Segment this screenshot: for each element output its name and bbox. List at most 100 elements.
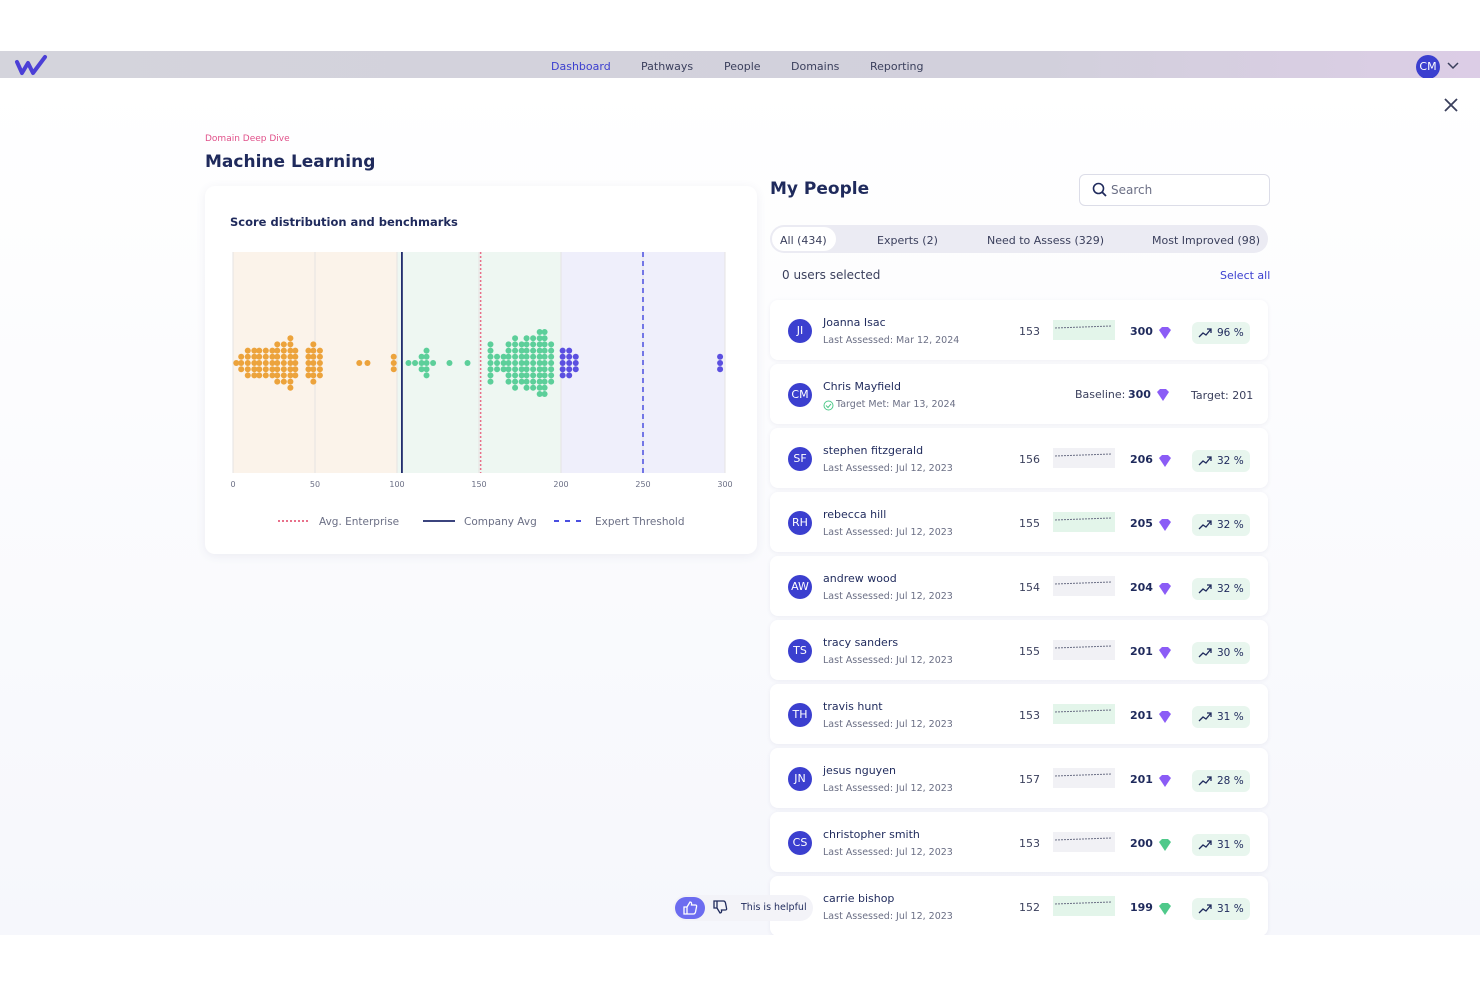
- score-dot: [523, 360, 530, 366]
- gem: [1159, 903, 1171, 915]
- gem: [1159, 327, 1171, 339]
- sparkline-bg: [1053, 640, 1115, 660]
- logo[interactable]: [14, 54, 50, 76]
- user-menu-chevron[interactable]: [1446, 61, 1460, 71]
- person-row[interactable]: TS tracy sanders Last Assessed: Jul 12, 20…: [770, 620, 1268, 680]
- gem-icon: [1159, 839, 1171, 851]
- person-row[interactable]: TH travis hunt Last Assessed: Jul 12, 2023…: [770, 684, 1268, 744]
- close-button[interactable]: [1443, 97, 1459, 113]
- sparkline-line: [1054, 709, 1112, 713]
- nav-link[interactable]: People: [724, 60, 761, 73]
- person-name: christopher smith: [823, 828, 920, 841]
- gem-icon: [1157, 389, 1169, 401]
- score-dot: [274, 372, 281, 379]
- score-dot: [316, 360, 323, 366]
- gem-icon: [1159, 903, 1171, 915]
- score-dot: [505, 341, 512, 348]
- sparkline-line: [1054, 645, 1112, 649]
- score: 300: [1128, 388, 1151, 401]
- thumbs-up[interactable]: [675, 897, 705, 919]
- score-dot: [512, 353, 519, 360]
- person-status: Last Assessed: Jul 12, 2023: [823, 591, 953, 602]
- main-panel: Domain Deep Dive Machine Learning Score …: [0, 78, 1480, 935]
- score-dot: [487, 341, 494, 348]
- score-dot: [280, 353, 287, 360]
- score-dot: [423, 366, 430, 373]
- score-dot: [269, 360, 276, 366]
- person-row[interactable]: AW andrew wood Last Assessed: Jul 12, 2023…: [770, 556, 1268, 616]
- score-dot: [487, 378, 494, 385]
- tab[interactable]: All (434): [780, 234, 827, 247]
- improvement-pill: 31 %: [1192, 834, 1250, 856]
- score-dot: [244, 360, 251, 366]
- score-dot: [287, 347, 294, 354]
- chart-card: Score distribution and benchmarks 0 50 100…: [205, 186, 757, 554]
- sparkline-line: [1054, 325, 1112, 329]
- score-dot: [287, 378, 294, 385]
- score-dot: [464, 360, 471, 366]
- avatar: RH: [788, 511, 812, 535]
- person-name: andrew wood: [823, 572, 897, 585]
- score-dot: [548, 341, 555, 348]
- improvement-pill: 32 %: [1192, 578, 1250, 600]
- sparkline-line: [1054, 581, 1112, 585]
- person-row[interactable]: JN jesus nguyen Last Assessed: Jul 12, 202…: [770, 748, 1268, 808]
- sparkline-bg: [1053, 768, 1115, 788]
- score-dot: [518, 347, 525, 354]
- score-dot: [505, 378, 512, 385]
- score: 201: [1130, 773, 1153, 786]
- score-dot: [541, 360, 548, 366]
- user-avatar[interactable]: CM: [1416, 55, 1440, 79]
- score-dot: [487, 360, 494, 366]
- gem-icon: [1159, 775, 1171, 787]
- score-dot: [530, 360, 537, 366]
- nav-link[interactable]: Reporting: [870, 60, 924, 73]
- score-dot: [310, 341, 317, 348]
- trend-arrow: [1198, 840, 1212, 850]
- search-box[interactable]: Search: [1079, 174, 1270, 206]
- score-dot: [244, 347, 251, 354]
- thumbs-down[interactable]: [710, 898, 732, 918]
- score-dot: [530, 384, 537, 391]
- select-all[interactable]: Select all: [1220, 269, 1271, 282]
- nav-link[interactable]: Dashboard: [551, 60, 611, 73]
- person-row[interactable]: JI Joanna Isac Last Assessed: Mar 12, 2024…: [770, 300, 1268, 360]
- legend-label: Avg. Enterprise: [319, 516, 399, 528]
- score-dot: [405, 360, 412, 366]
- gem: [1159, 519, 1171, 531]
- search-icon: [1092, 182, 1107, 197]
- score-dot: [287, 335, 294, 342]
- tab[interactable]: Most Improved (98): [1152, 234, 1261, 247]
- person-row[interactable]: CS christopher smith Last Assessed: Jul 12…: [770, 812, 1268, 872]
- score-dot: [316, 347, 323, 354]
- person-row[interactable]: RH rebecca hill Last Assessed: Jul 12, 202…: [770, 492, 1268, 552]
- score-dot: [559, 366, 566, 373]
- person-row[interactable]: CM Chris Mayfield Target Met: Mar 13, 2024…: [770, 364, 1268, 424]
- nav-link[interactable]: Domains: [791, 60, 840, 73]
- trend-arrow: [1198, 520, 1212, 530]
- person-name: Chris Mayfield: [823, 380, 901, 393]
- score-dot: [541, 335, 548, 342]
- person-name: Joanna Isac: [823, 316, 886, 329]
- avatar: JI: [788, 319, 812, 343]
- tab[interactable]: Experts (2): [877, 234, 938, 247]
- score-dot: [274, 366, 281, 373]
- tabs: All (434) Experts (2) Need to Assess (329)…: [770, 225, 1268, 253]
- person-row[interactable]: carrie bishop Last Assessed: Jul 12, 2023…: [770, 876, 1268, 935]
- improvement: 28 %: [1217, 775, 1244, 787]
- person-status: Last Assessed: Jul 12, 2023: [823, 911, 953, 922]
- x-tick-label: 50: [310, 480, 320, 489]
- score-dot: [390, 360, 397, 366]
- tab[interactable]: Need to Assess (329): [987, 234, 1105, 247]
- legend-label: Company Avg: [464, 516, 537, 528]
- page-title: Machine Learning: [205, 152, 376, 172]
- score-dot: [280, 372, 287, 379]
- nav-link[interactable]: Pathways: [641, 60, 694, 73]
- improvement-pill: 31 %: [1192, 706, 1250, 728]
- gem-icon: [1159, 647, 1171, 659]
- score-dot: [559, 360, 566, 366]
- score-dot: [244, 372, 251, 379]
- person-row[interactable]: SF stephen fitzgerald Last Assessed: Jul 1…: [770, 428, 1268, 488]
- score-dot: [256, 353, 263, 360]
- gem-icon: [1159, 583, 1171, 595]
